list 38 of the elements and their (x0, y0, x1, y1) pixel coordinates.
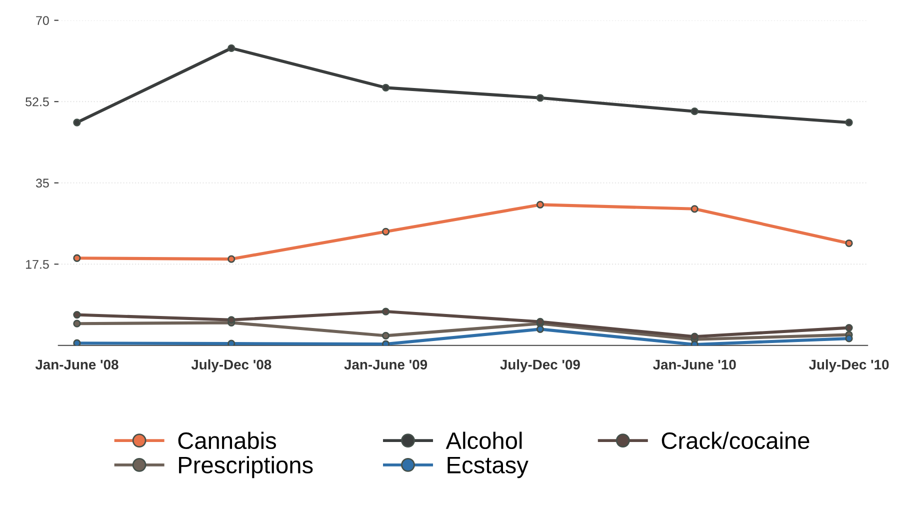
point (228, 316, 236, 324)
point (536, 200, 544, 209)
x-tick-label: July-Dec '09 (500, 359, 580, 372)
legend-label: Prescriptions (179, 456, 313, 478)
x-tick-label: July-Dec '10 (808, 359, 889, 372)
point (845, 239, 853, 248)
point (845, 334, 853, 342)
point (690, 205, 698, 213)
point (382, 84, 390, 92)
x-tick-label: Jan-June '09 (344, 360, 428, 370)
y-tick-label: 70 (36, 16, 49, 25)
point (382, 228, 390, 236)
point (536, 325, 544, 334)
point (382, 308, 390, 316)
point (690, 332, 698, 340)
point (73, 254, 81, 262)
point (382, 332, 390, 340)
y-tick-label: 35 (36, 178, 49, 188)
legend-label: Crack/cocaine (662, 432, 810, 450)
y-tick-label: 52.5 (26, 97, 49, 106)
point (690, 108, 698, 116)
legend-label: Ecstasy (448, 456, 528, 478)
x-tick-label: Jan-June '10 (653, 360, 736, 370)
y-tick-label: 17.5 (26, 260, 49, 269)
legend-label: Alcohol (446, 432, 522, 450)
point (228, 255, 236, 263)
legend-label: Cannabis (178, 432, 276, 450)
point (73, 320, 81, 328)
x-tick-label: July-Dec '08 (191, 359, 272, 372)
point (73, 118, 81, 126)
point (845, 118, 853, 126)
point (228, 340, 236, 346)
point (73, 310, 81, 319)
point (536, 94, 544, 102)
point (228, 44, 236, 52)
point (845, 324, 853, 332)
x-tick-label: Jan-June '08 (35, 360, 118, 370)
point (73, 339, 81, 346)
